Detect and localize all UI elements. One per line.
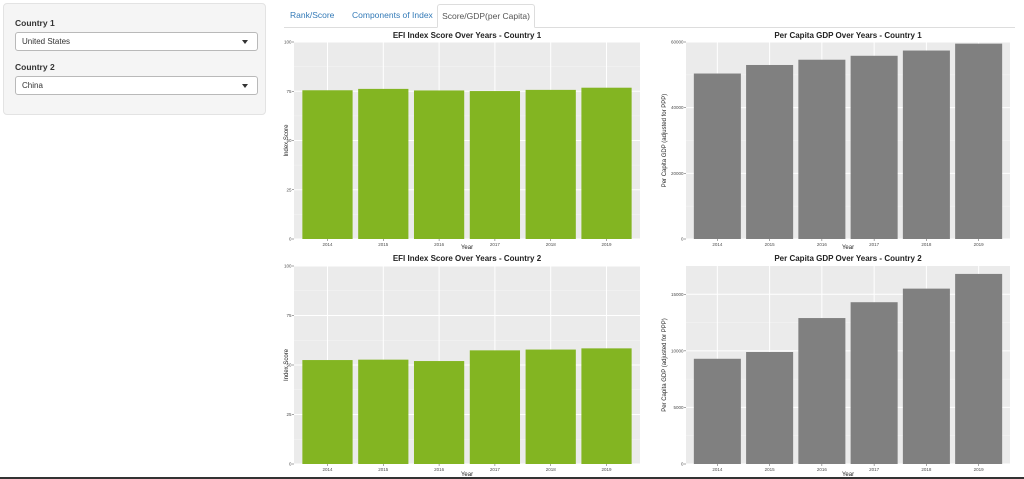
tab-bar: Rank/Score Components of Index Score/GDP… — [284, 4, 1015, 28]
y-tick-label: 5000 — [673, 405, 684, 410]
bar — [413, 361, 465, 464]
x-tick-label: 2017 — [490, 242, 501, 247]
x-axis-title: Year — [461, 472, 473, 478]
bar — [955, 273, 1003, 464]
y-tick-label: 0 — [289, 237, 292, 242]
y-tick-label: 75 — [286, 89, 292, 94]
country1-select[interactable]: United States — [15, 32, 258, 51]
y-tick-label: 15000 — [671, 292, 684, 297]
chevron-down-icon — [242, 40, 248, 44]
y-tick-label: 0 — [681, 237, 684, 242]
y-tick-label: 60000 — [671, 40, 684, 45]
x-tick-label: 2014 — [712, 467, 723, 472]
y-tick-label: 40000 — [671, 105, 684, 110]
y-tick-label: 25 — [286, 187, 292, 192]
x-axis-title: Year — [842, 245, 854, 251]
bar — [798, 59, 846, 240]
bar — [850, 55, 898, 239]
x-tick-label: 2018 — [921, 242, 932, 247]
x-axis-title: Year — [461, 245, 473, 251]
x-tick-label: 2018 — [546, 242, 557, 247]
x-tick-label: 2017 — [869, 242, 880, 247]
bar — [693, 73, 741, 239]
bar — [798, 318, 846, 464]
y-tick-label: 100 — [284, 40, 292, 45]
x-tick-label: 2016 — [817, 242, 828, 247]
chart-title: EFI Index Score Over Years - Country 2 — [393, 254, 542, 263]
x-tick-label: 2019 — [602, 242, 613, 247]
tab-rank-score[interactable]: Rank/Score — [290, 10, 335, 20]
bar — [413, 90, 465, 239]
x-tick-label: 2014 — [322, 242, 333, 247]
country1-label: Country 1 — [15, 18, 55, 28]
x-tick-label: 2015 — [378, 467, 389, 472]
bar — [955, 43, 1003, 240]
bar — [581, 348, 632, 464]
bar — [525, 349, 576, 464]
x-tick-label: 2019 — [602, 467, 613, 472]
bar — [693, 358, 741, 464]
x-tick-label: 2016 — [434, 242, 445, 247]
tab-score-gdp[interactable]: Score/GDP(per Capita) — [437, 4, 535, 28]
bar — [746, 351, 794, 464]
sidebar-panel: Country 1 United States Country 2 China — [3, 3, 266, 115]
x-axis-title: Year — [842, 472, 854, 478]
bar — [302, 360, 353, 464]
y-tick-label: 75 — [286, 313, 292, 318]
bar — [358, 359, 409, 464]
y-tick-label: 20000 — [671, 171, 684, 176]
x-tick-label: 2016 — [817, 467, 828, 472]
tab-components-of-index[interactable]: Components of Index — [352, 10, 433, 20]
x-tick-label: 2018 — [921, 467, 932, 472]
country2-select[interactable]: China — [15, 76, 258, 95]
gdp-chart-country1: Per Capita GDP Over Years - Country 1 0 20… — [662, 31, 1010, 251]
chart-title: EFI Index Score Over Years - Country 1 — [393, 31, 542, 40]
y-tick-label: 10000 — [671, 348, 684, 353]
y-tick-label: 0 — [681, 462, 684, 467]
bar — [902, 288, 950, 464]
y-tick-label: 0 — [289, 462, 292, 467]
bar — [469, 91, 521, 239]
x-tick-label: 2017 — [869, 467, 880, 472]
chevron-down-icon — [242, 84, 248, 88]
country2-label: Country 2 — [15, 62, 55, 72]
x-tick-label: 2018 — [546, 467, 557, 472]
x-tick-label: 2014 — [712, 242, 723, 247]
efi-chart-country1: EFI Index Score Over Years - Country 1 0 2… — [284, 31, 640, 251]
x-tick-label: 2016 — [434, 467, 445, 472]
bar — [581, 87, 632, 239]
y-axis-title: Index Score — [284, 348, 290, 381]
chart-title: Per Capita GDP Over Years - Country 2 — [774, 254, 922, 263]
efi-chart-country2: EFI Index Score Over Years - Country 2 0 2… — [284, 254, 640, 478]
x-tick-label: 2015 — [378, 242, 389, 247]
country1-select-value: United States — [22, 37, 71, 46]
y-tick-label: 50 — [286, 363, 292, 368]
bar — [302, 90, 353, 239]
chart-title: Per Capita GDP Over Years - Country 1 — [774, 31, 922, 40]
gdp-chart-country2: Per Capita GDP Over Years - Country 2 0 50… — [662, 254, 1010, 478]
x-tick-label: 2019 — [974, 242, 985, 247]
country2-select-value: China — [22, 81, 43, 90]
x-tick-label: 2014 — [322, 467, 333, 472]
x-tick-label: 2017 — [490, 467, 501, 472]
x-tick-label: 2019 — [974, 467, 985, 472]
bar — [358, 88, 409, 239]
bar — [902, 50, 950, 239]
y-tick-label: 50 — [286, 138, 292, 143]
bottom-border — [0, 477, 1024, 479]
bar — [850, 302, 898, 464]
y-axis-title: Index Score — [284, 124, 290, 157]
y-tick-label: 25 — [286, 412, 292, 417]
y-axis-title: Per Capita GDP (adjusted for PPP) — [662, 94, 668, 188]
bar — [469, 350, 521, 464]
bar — [746, 64, 794, 239]
x-tick-label: 2015 — [765, 467, 776, 472]
x-tick-label: 2015 — [765, 242, 776, 247]
bar — [525, 89, 576, 239]
y-tick-label: 100 — [284, 264, 292, 269]
y-axis-title: Per Capita GDP (adjusted for PPP) — [662, 318, 668, 412]
